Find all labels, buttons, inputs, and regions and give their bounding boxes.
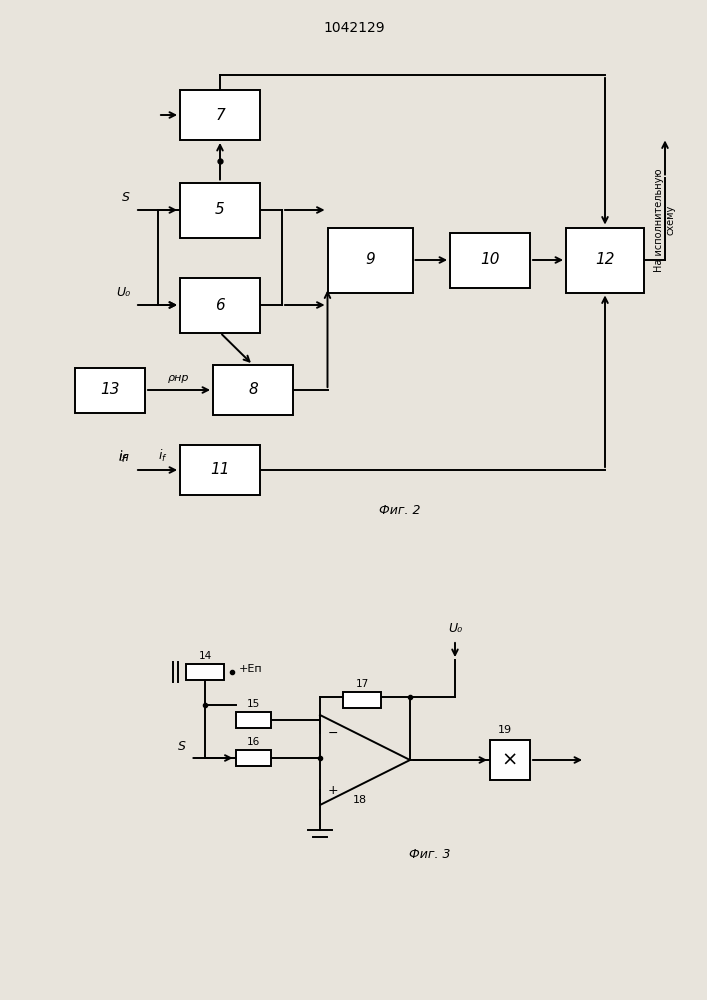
Text: 19: 19 — [498, 725, 512, 735]
Text: 14: 14 — [199, 651, 211, 661]
Text: 10: 10 — [480, 252, 500, 267]
Text: $i_f$: $i_f$ — [158, 448, 168, 464]
Text: U₀: U₀ — [116, 286, 130, 299]
Text: 5: 5 — [215, 202, 225, 218]
Text: S: S — [177, 740, 185, 753]
Bar — [180, 445, 260, 495]
Text: 16: 16 — [246, 737, 259, 747]
Text: $i_f$: $i_f$ — [118, 449, 128, 465]
Bar — [180, 182, 260, 237]
Bar — [327, 228, 412, 292]
Bar — [490, 740, 530, 780]
Text: 18: 18 — [353, 795, 367, 805]
Text: ×: × — [502, 750, 518, 770]
Text: 17: 17 — [356, 679, 368, 689]
Bar — [213, 365, 293, 415]
Bar — [235, 750, 271, 766]
Text: ρнр: ρнр — [168, 373, 189, 383]
Bar — [186, 664, 224, 680]
Text: −: − — [328, 726, 339, 740]
Text: +: + — [328, 784, 339, 796]
Text: 8: 8 — [248, 382, 258, 397]
Bar — [343, 692, 381, 708]
Text: Фиг. 3: Фиг. 3 — [409, 848, 451, 861]
Text: 9: 9 — [365, 252, 375, 267]
Text: 6: 6 — [215, 298, 225, 312]
Text: iᴙ: iᴙ — [119, 451, 130, 464]
Text: 7: 7 — [215, 107, 225, 122]
Text: 15: 15 — [246, 699, 259, 709]
Bar — [180, 277, 260, 332]
Bar — [450, 232, 530, 288]
Text: S: S — [122, 191, 130, 204]
Text: +Eп: +Eп — [239, 664, 262, 674]
Text: 1042129: 1042129 — [323, 21, 385, 35]
Text: 11: 11 — [210, 462, 230, 478]
Text: U₀: U₀ — [448, 622, 462, 635]
Text: 12: 12 — [595, 252, 615, 267]
Text: Фиг. 2: Фиг. 2 — [379, 504, 421, 516]
Text: На исполнительную
схему: На исполнительную схему — [654, 168, 676, 272]
Bar — [75, 367, 145, 412]
Bar — [566, 228, 644, 292]
Text: 13: 13 — [100, 382, 119, 397]
Bar — [180, 90, 260, 140]
Bar — [235, 712, 271, 728]
